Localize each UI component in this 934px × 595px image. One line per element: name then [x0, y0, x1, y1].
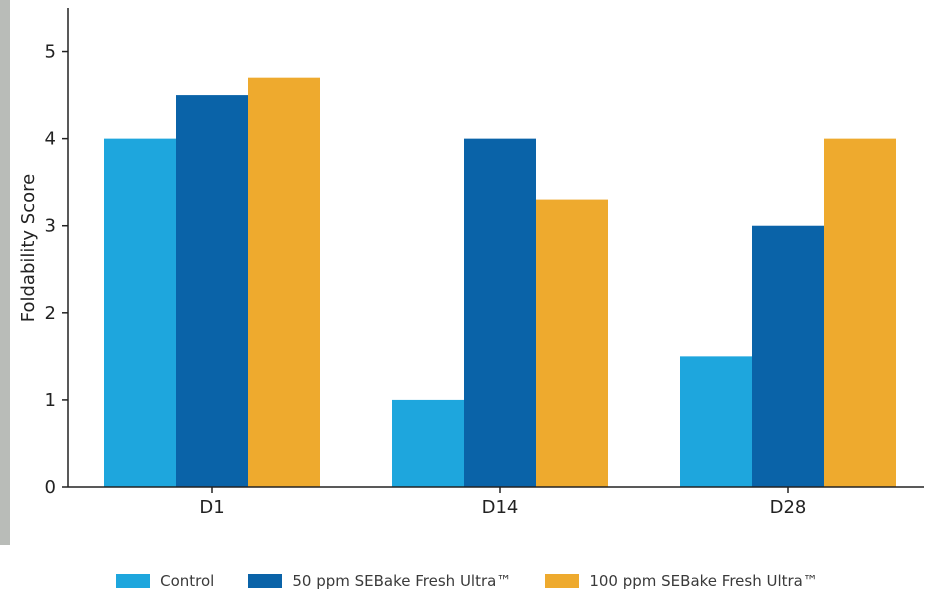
legend-label: Control	[160, 572, 215, 590]
legend-label: 50 ppm SEBake Fresh Ultra™	[292, 572, 512, 590]
bar-d14-series-3	[536, 199, 608, 487]
y-tick-label: 0	[45, 477, 56, 498]
x-tick-label: D28	[770, 497, 807, 518]
legend-item: 50 ppm SEBake Fresh Ultra™	[248, 572, 511, 590]
y-tick-label: 1	[45, 390, 56, 411]
left-edge-strip	[0, 0, 10, 545]
y-tick-label: 3	[45, 216, 56, 237]
legend-item: 100 ppm SEBake Fresh Ultra™	[545, 572, 818, 590]
legend-label: 100 ppm SEBake Fresh Ultra™	[589, 572, 818, 590]
legend-swatch	[116, 574, 151, 588]
bar-d1-series-3	[248, 77, 320, 487]
legend-item: Control	[116, 572, 214, 590]
bar-d1-series-2	[176, 95, 248, 487]
y-tick-label: 5	[45, 42, 56, 63]
y-tick-label: 2	[45, 303, 56, 324]
bar-d28-series-3	[824, 138, 896, 488]
bar-d14-series-2	[464, 138, 536, 488]
bars-layer	[104, 77, 896, 488]
x-tick-label: D1	[199, 497, 224, 518]
bar-chart: 0 1 2 3 4 5 D1 D14 D28 Foldability Score	[18, 8, 924, 518]
y-axis-title: Foldability Score	[18, 174, 39, 322]
bar-d28-series-1	[680, 356, 752, 487]
bar-d1-series-1	[104, 138, 176, 488]
axes-layer: 0 1 2 3 4 5 D1 D14 D28	[45, 8, 924, 518]
bar-d14-series-1	[392, 399, 464, 487]
bar-d28-series-2	[752, 225, 824, 487]
legend-swatch	[248, 574, 283, 588]
legend: Control 50 ppm SEBake Fresh Ultra™ 100 ppm…	[0, 568, 934, 594]
x-tick-label: D14	[482, 497, 519, 518]
y-tick-label: 4	[45, 129, 56, 150]
legend-swatch	[545, 574, 580, 588]
